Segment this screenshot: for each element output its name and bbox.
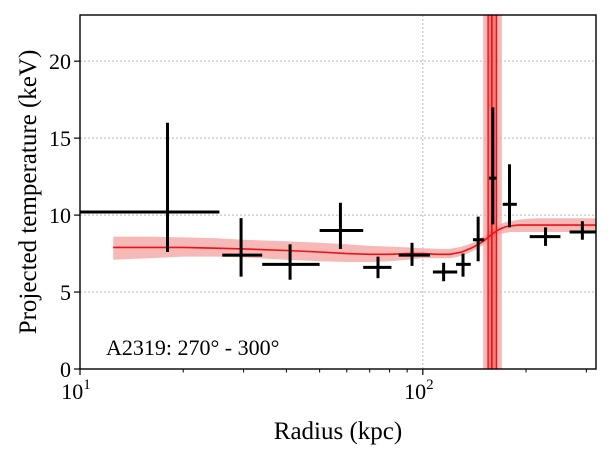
data-point xyxy=(529,227,561,246)
annotation-label: A2319: 270° - 300° xyxy=(106,335,279,360)
data-point xyxy=(456,253,471,277)
data-point xyxy=(432,262,458,282)
grid-lines xyxy=(79,15,596,369)
data-point xyxy=(363,256,392,279)
data-point xyxy=(472,216,485,262)
model-band-layer xyxy=(113,15,596,369)
data-point xyxy=(222,218,263,277)
y-tick-label: 15 xyxy=(49,126,71,151)
y-tick-label: 10 xyxy=(49,203,71,228)
data-point xyxy=(502,164,517,228)
data-point xyxy=(569,221,596,240)
model-confidence-band xyxy=(113,218,596,262)
x-tick-label: 101 xyxy=(61,377,91,404)
x-tick-label: 102 xyxy=(404,377,434,404)
data-point xyxy=(319,202,364,249)
data-points-layer xyxy=(80,107,596,282)
data-point xyxy=(262,244,320,280)
data-point xyxy=(80,122,220,253)
axis-ticks-layer: 0 5 10 15 20 101 102 xyxy=(49,49,587,404)
y-tick-label: 5 xyxy=(60,280,71,305)
y-axis-label: Projected temperature (keV) xyxy=(15,50,42,335)
y-tick-label: 20 xyxy=(49,49,71,74)
y-tick-label: 0 xyxy=(60,357,71,382)
plot-frame xyxy=(79,14,597,370)
data-point xyxy=(398,242,431,266)
x-axis-label: Radius (kpc) xyxy=(274,418,402,445)
model-line xyxy=(113,224,596,256)
data-point xyxy=(489,107,497,225)
